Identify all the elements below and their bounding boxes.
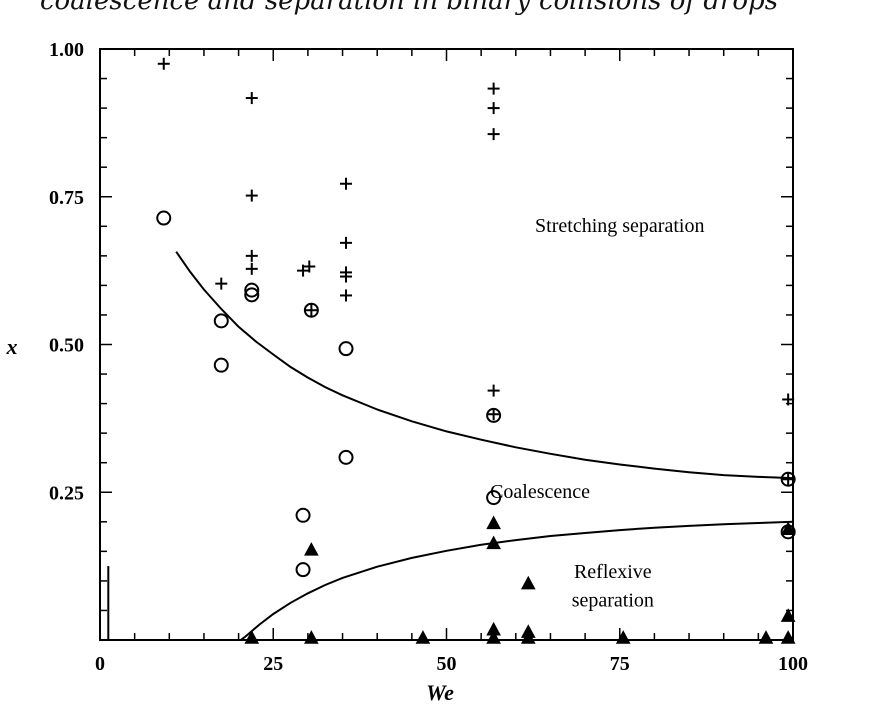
x-tick-label: 50: [437, 653, 457, 675]
plus-marker: [487, 384, 500, 397]
triangle-marker: [780, 521, 796, 535]
plus-marker: [157, 57, 170, 70]
plus-marker: [215, 277, 228, 290]
circle-marker: [303, 302, 319, 318]
triangle-marker: [415, 630, 431, 644]
triangle-marker: [780, 608, 796, 622]
x-tick-label: 0: [95, 653, 105, 675]
circle-marker: [156, 210, 172, 226]
axis-ticks: [99, 48, 794, 641]
y-tick-label: 0.75: [49, 187, 84, 209]
region-annotation: Reflexive: [574, 561, 652, 583]
y-tick-label: 0.50: [49, 335, 84, 357]
circle-marker: [486, 407, 502, 423]
plus-marker: [305, 304, 318, 317]
x-tick-label: 75: [610, 653, 630, 675]
plus-marker: [303, 260, 316, 273]
axis-and-region-labels: 0 25 50 75 100 0.25 0.50 0.75 1.00 We x Stretching …: [6, 39, 809, 705]
triangle-marker: [758, 630, 774, 644]
plus-marker: [245, 92, 258, 105]
region-annotation: Stretching separation: [535, 215, 704, 237]
plus-marker: [340, 289, 353, 302]
triangle-marker: [304, 542, 319, 556]
region-annotation: Coalescence: [490, 481, 590, 503]
plus-marker: [297, 264, 310, 277]
plus-marker: [340, 177, 353, 190]
triangle-marker: [486, 535, 501, 550]
circle-marker: [780, 471, 796, 487]
plus-marker: [245, 249, 258, 262]
circle-marker: [295, 562, 311, 578]
boundary-curve: [100, 520, 794, 641]
x-tick-label: 100: [778, 653, 808, 675]
triangle-marker: [780, 630, 796, 644]
x-tick-label: 25: [263, 653, 283, 675]
y-axis-label: x: [6, 334, 18, 359]
triangle-marker: [486, 515, 501, 530]
plus-marker: [487, 408, 500, 421]
x-axis-label: We: [426, 680, 454, 705]
y-tick-label: 1.00: [49, 39, 84, 61]
circle-marker: [244, 282, 260, 298]
plus-marker: [245, 189, 258, 202]
plus-marker: [340, 270, 353, 283]
plus-marker: [340, 236, 353, 249]
circle-marker: [244, 287, 260, 303]
triangle-marker: [615, 630, 631, 644]
plus-marker: [487, 128, 500, 141]
triangle-marker: [244, 630, 260, 644]
triangle-marker: [520, 575, 536, 590]
plus-marker: [782, 473, 795, 486]
plus-marker: [245, 262, 258, 275]
circle-marker: [338, 341, 354, 357]
triangle-marker: [486, 630, 501, 644]
boundary-curve: [175, 251, 794, 480]
circle-marker: [338, 449, 354, 465]
circle-marker: [213, 313, 229, 329]
circle-marker: [486, 490, 502, 506]
circle-marker: [213, 357, 229, 373]
data-markers: [156, 57, 796, 644]
plus-marker: [782, 393, 795, 406]
circle-marker: [295, 507, 311, 523]
triangle-marker: [304, 630, 319, 644]
region-annotation: separation: [572, 589, 654, 611]
plus-marker: [487, 82, 500, 95]
triangle-marker: [520, 630, 536, 644]
figure-title-fragment: coalescence and separation in binary col…: [40, 0, 779, 16]
plus-marker: [487, 102, 500, 115]
y-tick-label: 0.25: [49, 482, 84, 504]
boundary-curves: [100, 251, 794, 641]
